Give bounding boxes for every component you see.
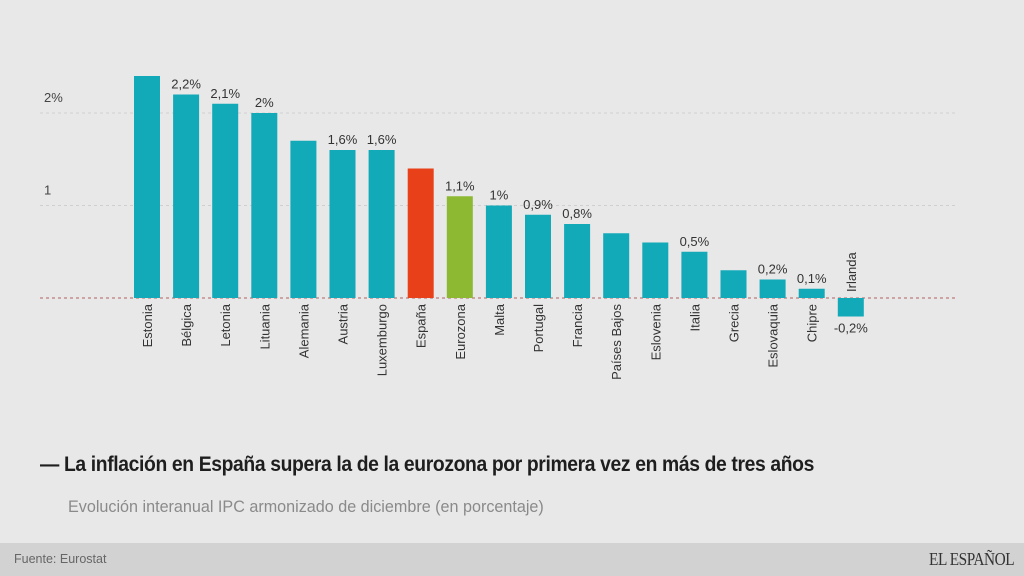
source-text: Fuente: Eurostat: [14, 552, 107, 566]
bar: [212, 103, 239, 298]
x-tick-label: Países Bajos: [609, 304, 624, 380]
chart-subtitle: Evolución interanual IPC armonizado de d…: [68, 497, 544, 516]
bar: [368, 150, 395, 298]
data-label: 0,1%: [797, 271, 827, 286]
chart-title: — La inflación en España supera la de la…: [40, 453, 814, 477]
x-tick-label: Austria: [336, 303, 351, 344]
footer: Fuente: Eurostat EL ESPAÑOL: [0, 543, 1024, 576]
data-label: 2%: [255, 95, 274, 110]
x-tick-label: Chipre: [805, 304, 820, 342]
x-tick-label: Estonia: [140, 303, 155, 347]
data-label: 1%: [490, 188, 509, 203]
bar: [642, 242, 669, 298]
bar-chart: 1 2% 2,2% 2,1% 2% 1,6% 1,6% 1,1% 1% 0,9% 0,8% 0,5%…: [40, 76, 955, 380]
bar: [798, 288, 825, 298]
bar: [173, 94, 200, 298]
bar: [290, 140, 317, 298]
bar: [134, 76, 160, 298]
data-label: 1,6%: [328, 132, 358, 147]
bar: [446, 196, 473, 298]
bar: [485, 205, 512, 298]
data-label: 0,8%: [562, 206, 592, 221]
bar: [837, 298, 864, 317]
y-tick-label: 2%: [44, 90, 63, 105]
x-tick-label: Malta: [492, 303, 507, 336]
x-tick-label: Lituania: [257, 303, 272, 349]
y-tick-label: 1: [44, 183, 51, 198]
x-tick-label: Eslovenia: [648, 303, 663, 360]
x-tick-label: Letonia: [218, 303, 233, 346]
data-labels: 2,2% 2,1% 2% 1,6% 1,6% 1,1% 1% 0,9% 0,8% 0,5% 0,2%…: [171, 77, 868, 336]
y-axis: 1 2%: [44, 90, 63, 198]
data-label: -0,2%: [834, 321, 868, 336]
bar: [525, 214, 551, 298]
data-label: 2,1%: [210, 86, 240, 101]
title-dash: —: [40, 453, 59, 476]
x-tick-label: Luxemburgo: [375, 304, 390, 376]
x-axis-labels: Estonia Bélgica Letonia Lituania Alemania Aus…: [140, 251, 859, 379]
x-tick-label: Irlanda: [844, 251, 859, 292]
x-tick-label: Grecia: [727, 303, 742, 342]
data-label: 1,1%: [445, 178, 475, 193]
x-tick-label: Francia: [570, 303, 585, 347]
bar: [603, 233, 630, 298]
bar: [720, 270, 747, 298]
data-label: 2,2%: [171, 77, 201, 92]
x-tick-label: España: [414, 303, 429, 348]
data-label: 0,5%: [680, 234, 710, 249]
x-tick-label: Eurozona: [453, 303, 468, 359]
bar: [564, 224, 591, 298]
x-tick-label: Eslovaquia: [766, 303, 781, 367]
data-label: 1,6%: [367, 132, 397, 147]
x-tick-label: Bélgica: [179, 303, 194, 346]
bars: [134, 76, 864, 317]
x-tick-label: Portugal: [531, 304, 546, 353]
publisher-logo: EL ESPAÑOL: [928, 549, 1015, 569]
title-text: La inflación en España supera la de la e…: [63, 453, 814, 476]
x-tick-label: Italia: [687, 303, 702, 331]
bar: [251, 113, 278, 298]
data-label: 0,2%: [758, 262, 788, 277]
bar: [329, 150, 356, 298]
bar: [407, 168, 434, 298]
bar: [759, 279, 786, 298]
x-tick-label: Alemania: [296, 303, 311, 358]
data-label: 0,9%: [523, 197, 553, 212]
bar: [681, 251, 708, 298]
